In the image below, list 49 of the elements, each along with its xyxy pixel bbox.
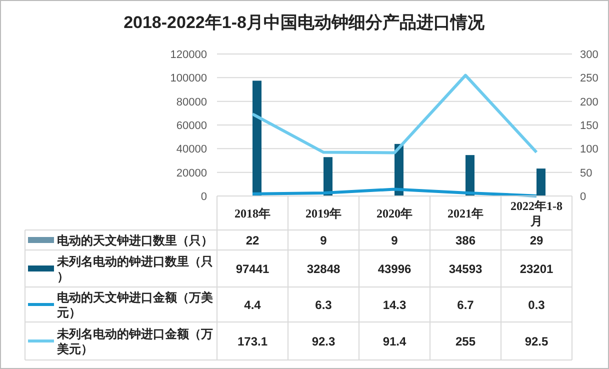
data-label: 0.3: [528, 298, 546, 312]
data-label: 9: [320, 234, 328, 248]
data-label: 92.3: [312, 334, 336, 348]
data-label: 32848: [306, 262, 341, 276]
x-tick-label: 2022年1-8月: [510, 199, 562, 228]
data-label: 91.4: [382, 334, 406, 348]
y2-tick-label: 150: [580, 120, 598, 132]
data-label: 6.3: [315, 298, 332, 312]
y-tick-label: 20000: [176, 167, 207, 180]
y2-tick-label: 100: [580, 144, 598, 156]
y-tick-label: 0: [200, 191, 207, 203]
data-label: 23201: [520, 262, 554, 276]
data-label: 6.7: [457, 298, 474, 312]
data-label: 9: [391, 234, 398, 248]
y2-tick-label: 250: [580, 72, 598, 85]
legend-label: 未列名电动的钟进口金额（万美元）: [56, 327, 213, 356]
y2-tick-label: 300: [580, 49, 598, 61]
data-label: 173.1: [237, 334, 268, 348]
data-label: 97441: [236, 262, 270, 276]
bar: [536, 168, 546, 196]
line-series: [251, 74, 538, 154]
data-label: 4.4: [244, 298, 262, 312]
y-tick-label: 80000: [176, 96, 207, 108]
y2-tick-label: 50: [580, 167, 592, 180]
y-tick-label: 60000: [176, 120, 207, 132]
data-label: 29: [530, 234, 544, 248]
bar: [324, 157, 332, 196]
x-tick-label: 2021年: [448, 206, 484, 220]
legend-label: 电动的天文钟进口金额（万美元）: [56, 290, 213, 320]
data-label: 14.3: [382, 298, 406, 312]
data-label: 22: [246, 234, 260, 248]
legend-label: 未列名电动的钟进口数里（只）: [56, 254, 213, 284]
y2-tick-label: 0: [580, 191, 586, 203]
x-tick-label: 2020年: [376, 206, 412, 220]
data-label: 255: [455, 334, 476, 348]
data-label: 92.5: [524, 334, 548, 348]
data-label: 34593: [448, 262, 483, 276]
x-tick-label: 2019年: [306, 206, 342, 220]
bar: [466, 155, 474, 196]
data-label: 43996: [378, 262, 412, 276]
y-tick-label: 40000: [176, 144, 207, 156]
legend-label: 电动的天文钟进口数里（只）: [57, 234, 213, 248]
y2-tick-label: 200: [580, 96, 598, 108]
x-tick-label: 2018年: [234, 206, 270, 220]
line-series: [251, 188, 538, 198]
y-tick-label: 100000: [170, 72, 207, 85]
chart-title: 2018-2022年1-8月中国电动钟细分产品进口情况: [124, 13, 486, 32]
data-label: 386: [455, 234, 476, 248]
y-tick-label: 120000: [170, 49, 207, 61]
